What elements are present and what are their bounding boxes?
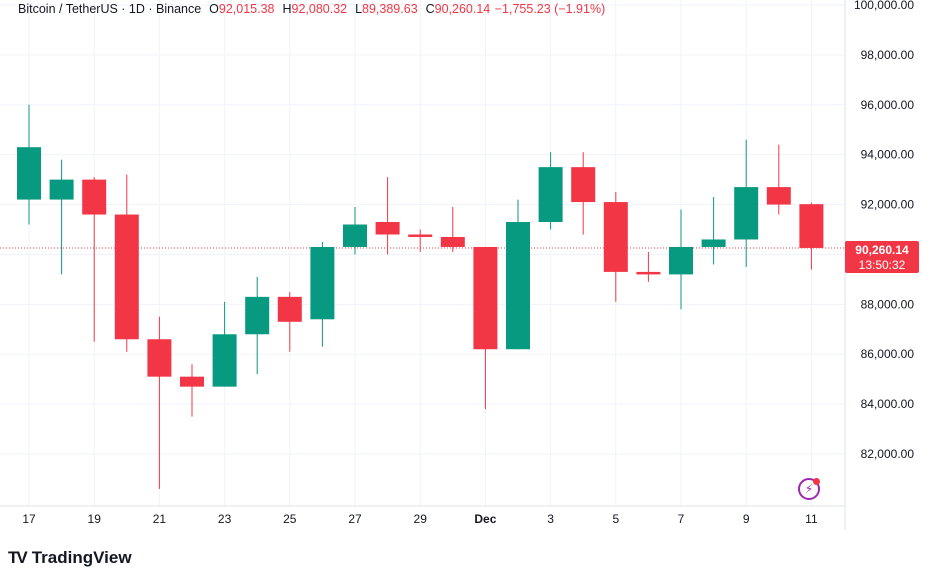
time-tick-label: 7 [678,512,685,526]
candle[interactable] [343,207,367,255]
symbol-legend: Bitcoin / TetherUS · 1D · Binance O92,01… [18,2,605,16]
time-tick-label: 29 [414,512,428,526]
candle-body[interactable] [734,187,759,240]
symbol-title[interactable]: Bitcoin / TetherUS · 1D · Binance [18,2,202,16]
price-tick-label: 88,000.00 [861,297,915,311]
candle-body[interactable] [277,296,302,322]
candle-body[interactable] [310,246,335,320]
candle[interactable] [766,144,791,215]
time-tick-label: 3 [547,512,554,526]
time-tick-label: 17 [22,512,36,526]
time-tick-label: 25 [283,512,297,526]
time-tick-label: 5 [612,512,619,526]
candle[interactable] [212,301,237,387]
candle-body[interactable] [701,239,726,247]
price-tick-label: 94,000.00 [861,148,915,162]
price-tick-label: 82,000.00 [861,447,915,461]
candle-body[interactable] [147,339,172,377]
time-tick-label: 23 [218,512,232,526]
candle[interactable] [636,251,661,282]
candle[interactable] [571,152,596,235]
candle[interactable] [114,174,139,352]
candles[interactable] [17,104,824,489]
time-axis[interactable]: 17 19 21 23 25 27 29 Dec 3 5 7 9 11 [22,512,818,526]
candle-body[interactable] [408,234,433,237]
last-price-tag: 90,260.14 13:50:32 [845,241,919,273]
candle[interactable] [310,241,335,347]
logo-text: TradingView [31,548,132,567]
last-price-tag-bg [845,241,919,273]
candle[interactable] [408,229,433,252]
candle-body[interactable] [506,222,530,350]
candle[interactable] [82,177,107,342]
price-tick-label: 96,000.00 [861,98,915,112]
candle[interactable] [701,197,726,265]
candle-body[interactable] [180,376,204,387]
tradingview-logo[interactable]: TV TradingView [8,548,132,568]
candle[interactable] [734,139,759,267]
candle-body[interactable] [799,204,824,248]
candle[interactable] [603,192,628,302]
candle-body[interactable] [766,187,791,205]
price-tick-label: 84,000.00 [861,397,915,411]
ohlc-close: C90,260.14 [425,2,491,16]
candle-body[interactable] [473,246,498,350]
price-tick-label: 92,000.00 [861,198,915,212]
candle-body[interactable] [571,167,596,203]
candle-body[interactable] [17,147,41,200]
bar-countdown: 13:50:32 [859,258,906,272]
candle[interactable] [473,246,498,410]
candle[interactable] [799,202,824,270]
candle[interactable] [375,177,400,255]
time-tick-label: 27 [348,512,362,526]
candle-body[interactable] [114,214,139,340]
candle-body[interactable] [343,224,367,247]
lightning-icon[interactable]: ⚡ [798,478,820,500]
ohlc-high: H92,080.32 [282,2,348,16]
candle[interactable] [180,364,204,417]
price-tick-label: 100,000.00 [854,0,914,12]
candle-body[interactable] [440,236,465,247]
time-tick-label: 11 [805,512,818,526]
time-tick-label: 9 [743,512,750,526]
notification-dot [813,478,820,485]
candle[interactable] [17,104,41,225]
tv-mark-icon: TV [8,548,28,567]
time-tick-label: Dec [474,512,496,526]
candle-body[interactable] [212,334,237,387]
candle-body[interactable] [538,167,563,223]
candle-body[interactable] [245,296,270,335]
candle[interactable] [440,207,465,252]
candle-body[interactable] [82,179,107,215]
candle[interactable] [147,316,172,489]
time-tick-label: 19 [88,512,102,526]
ohlc-change: −1,755.23 (−1.91%) [494,2,606,16]
candle[interactable] [669,209,693,310]
price-tick-label: 86,000.00 [861,347,915,361]
candle[interactable] [245,276,270,375]
candle-body[interactable] [669,246,693,275]
candle-body[interactable] [603,202,628,272]
time-tick-label: 21 [153,512,167,526]
candle-body[interactable] [636,271,661,275]
last-price-value: 90,260.14 [855,243,909,257]
price-tick-label: 98,000.00 [861,48,915,62]
candle-body[interactable] [49,179,74,200]
candle[interactable] [49,159,74,275]
ohlc-open: O92,015.38 [209,2,275,16]
candle-body[interactable] [375,222,400,235]
candle[interactable] [538,152,563,230]
ohlc-low: L89,389.63 [355,2,418,16]
price-axis[interactable]: 82,000.0084,000.0086,000.0088,000.0090,0… [854,0,914,461]
candle[interactable] [277,291,302,352]
candle[interactable] [506,199,530,350]
